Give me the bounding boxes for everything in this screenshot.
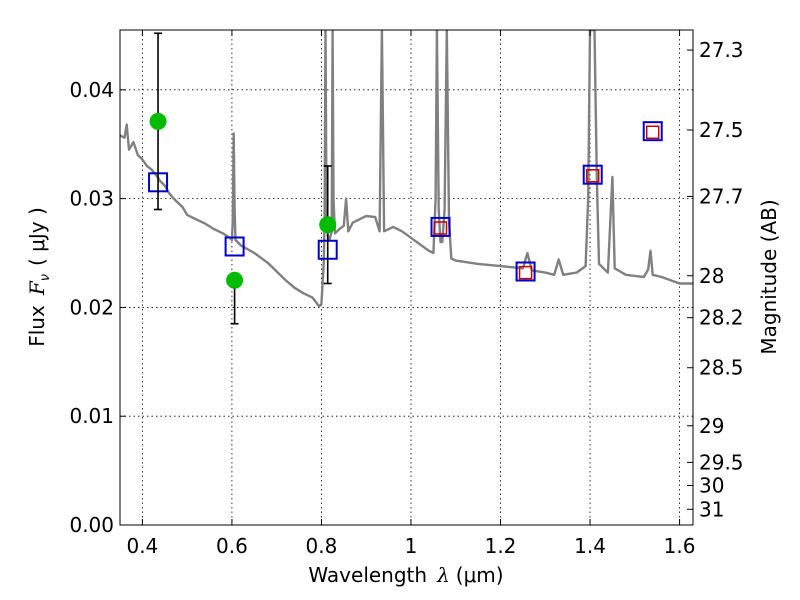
plot-frame bbox=[119, 29, 694, 526]
y2-tick-label: 29.5 bbox=[699, 450, 744, 474]
synthetic-blue-square bbox=[582, 164, 603, 185]
y-tick-label: 0.01 bbox=[69, 404, 114, 428]
x-tick-label: 0.6 bbox=[216, 534, 248, 558]
y2-tick-label: 28.2 bbox=[699, 306, 744, 330]
synthetic-red-square bbox=[518, 265, 533, 280]
x-tick-label: 1.4 bbox=[574, 534, 606, 558]
synthetic-blue-square bbox=[430, 216, 451, 237]
y2-tick-label: 28 bbox=[699, 264, 724, 288]
synthetic-red-square bbox=[433, 221, 448, 235]
model-spectrum-line bbox=[120, 30, 693, 308]
synthetic-blue-square bbox=[224, 236, 245, 257]
y2-tick-label: 30 bbox=[699, 473, 724, 497]
synthetic-red-square bbox=[645, 125, 660, 140]
observed-point bbox=[226, 271, 244, 289]
x-tick-label: 0.4 bbox=[126, 534, 158, 558]
y2-tick-label: 31 bbox=[699, 497, 724, 521]
x-axis-label: Wavelength λ (μm) bbox=[308, 563, 503, 587]
y-tick-label: 0.02 bbox=[69, 295, 114, 319]
synthetic-blue-square bbox=[515, 261, 536, 282]
x-tick-label: 1.2 bbox=[485, 534, 517, 558]
y-axis-label: FluxFν( μJy ) bbox=[25, 207, 53, 347]
tick-layer: 0.4 0.6 0.8 1 1.2 1.4 1.6 0.00 0.01 0.02 0.03 0.04 2… bbox=[69, 30, 744, 558]
y2-tick-label: 27.5 bbox=[699, 118, 744, 142]
y2-axis-label: Magnitude (AB) bbox=[757, 199, 781, 354]
y2-tick-label: 29 bbox=[699, 414, 724, 438]
synthetic-blue-square bbox=[642, 121, 663, 142]
x-tick-label: 1.6 bbox=[664, 534, 696, 558]
y2-tick-label: 27.7 bbox=[699, 184, 744, 208]
y-tick-label: 0.04 bbox=[69, 78, 114, 102]
marker-layer bbox=[148, 32, 663, 325]
y2-tick-label: 27.3 bbox=[699, 38, 744, 62]
y-tick-label: 0.00 bbox=[69, 513, 114, 537]
x-tick-label: 0.8 bbox=[306, 534, 338, 558]
observed-point bbox=[319, 216, 337, 234]
observed-point bbox=[149, 112, 167, 130]
y-tick-label: 0.03 bbox=[69, 187, 114, 211]
x-tick-label: 1 bbox=[405, 534, 418, 558]
y2-tick-label: 28.5 bbox=[699, 356, 744, 380]
model-spectrum-layer bbox=[120, 30, 693, 308]
synthetic-red-square bbox=[585, 169, 600, 183]
